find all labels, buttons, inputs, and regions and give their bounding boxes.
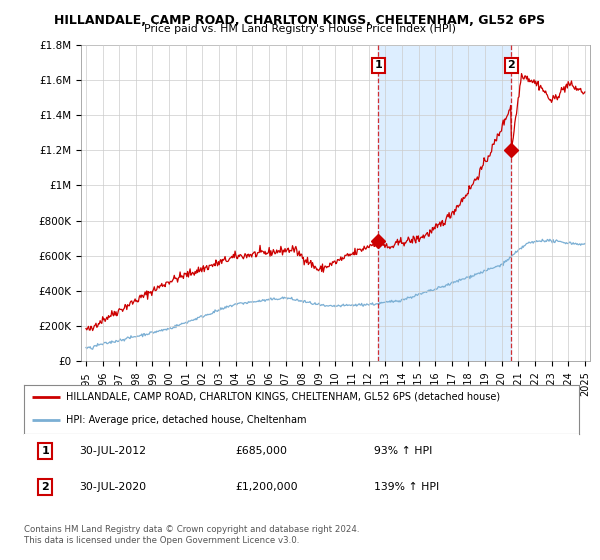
Text: 1: 1 <box>41 446 49 456</box>
Text: HILLANDALE, CAMP ROAD, CHARLTON KINGS, CHELTENHAM, GL52 6PS (detached house): HILLANDALE, CAMP ROAD, CHARLTON KINGS, C… <box>65 391 500 402</box>
Text: £1,200,000: £1,200,000 <box>235 482 298 492</box>
Text: Price paid vs. HM Land Registry's House Price Index (HPI): Price paid vs. HM Land Registry's House … <box>144 24 456 34</box>
Text: 139% ↑ HPI: 139% ↑ HPI <box>374 482 439 492</box>
Text: 30-JUL-2012: 30-JUL-2012 <box>79 446 146 456</box>
Bar <box>378 45 511 361</box>
Text: HILLANDALE, CAMP ROAD, CHARLTON KINGS, CHELTENHAM, GL52 6PS: HILLANDALE, CAMP ROAD, CHARLTON KINGS, C… <box>55 14 545 27</box>
Text: 93% ↑ HPI: 93% ↑ HPI <box>374 446 432 456</box>
Text: Contains HM Land Registry data © Crown copyright and database right 2024.
This d: Contains HM Land Registry data © Crown c… <box>24 525 359 545</box>
Text: £685,000: £685,000 <box>235 446 287 456</box>
Text: 2: 2 <box>508 60 515 71</box>
Text: 2: 2 <box>41 482 49 492</box>
Text: 30-JUL-2020: 30-JUL-2020 <box>79 482 146 492</box>
Text: HPI: Average price, detached house, Cheltenham: HPI: Average price, detached house, Chel… <box>65 415 306 425</box>
Text: 1: 1 <box>374 60 382 71</box>
